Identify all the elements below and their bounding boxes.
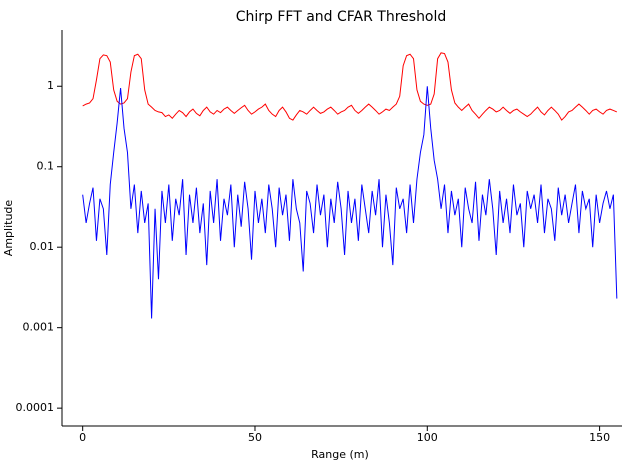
x-tick-label: 150 [589,431,610,444]
x-axis-label: Range (m) [311,448,369,461]
series-line [82,86,618,319]
chart-title: Chirp FFT and CFAR Threshold [236,9,447,25]
x-tick-label: 0 [79,431,86,444]
y-axis-label: Amplitude [2,200,15,257]
y-tick-label: 0.01 [30,240,55,253]
series-line [82,52,618,121]
x-tick-label: 100 [417,431,438,444]
y-tick-label: 0.1 [37,160,55,173]
y-tick-label: 0.001 [23,321,55,334]
y-tick-label: 1 [47,79,54,92]
y-tick-label: 0.0001 [16,401,55,414]
x-tick-label: 50 [248,431,262,444]
